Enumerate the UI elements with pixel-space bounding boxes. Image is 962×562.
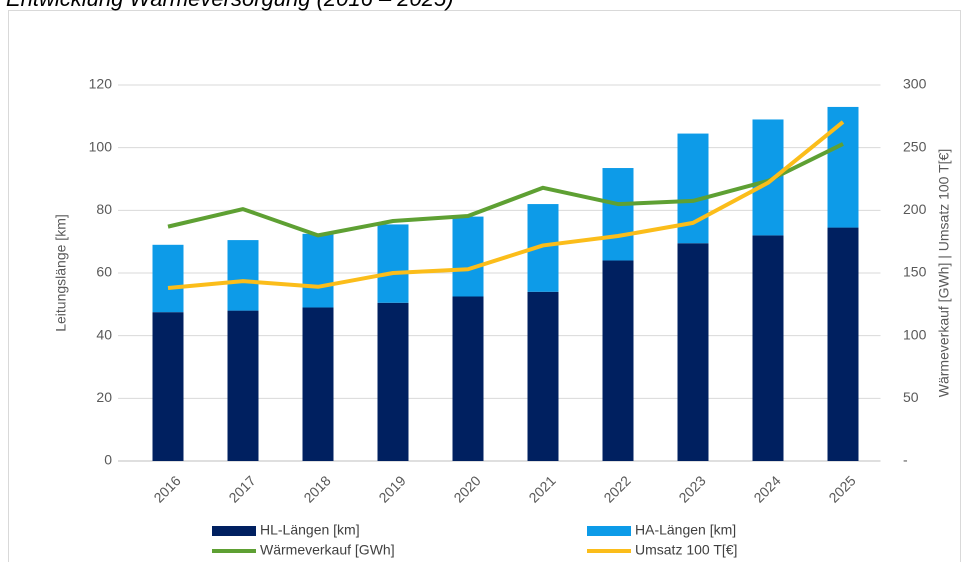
bar bbox=[302, 307, 334, 461]
x-tick-label: 2016 bbox=[150, 472, 183, 505]
y2-tick-label: 100 bbox=[903, 326, 927, 342]
y2-tick-label: 50 bbox=[903, 389, 919, 405]
x-tick-label: 2021 bbox=[525, 472, 558, 505]
bar bbox=[377, 302, 409, 461]
x-tick-label: 2022 bbox=[600, 472, 633, 505]
x-tick-label: 2020 bbox=[450, 472, 483, 505]
bar bbox=[677, 243, 709, 461]
bar bbox=[452, 296, 484, 461]
bar bbox=[152, 312, 184, 461]
chart-title: Entwicklung Wärmeversorgung (2016 – 2025… bbox=[6, 0, 454, 11]
y2-tick-label: 200 bbox=[903, 201, 927, 217]
bar bbox=[527, 291, 559, 461]
x-tick-label: 2025 bbox=[825, 472, 858, 505]
y2-axis-label: Wärmeverkauf [GWh] | Umsatz 100 T[€] bbox=[936, 149, 952, 397]
x-tick-label: 2018 bbox=[300, 472, 333, 505]
y-tick-label: 0 bbox=[104, 452, 112, 468]
x-tick-label: 2024 bbox=[750, 472, 783, 505]
legend-swatch bbox=[212, 526, 256, 536]
line-series bbox=[167, 142, 844, 238]
y2-tick-label: 150 bbox=[903, 264, 927, 280]
y-tick-label: 100 bbox=[89, 138, 113, 154]
bar bbox=[827, 106, 859, 228]
x-tick-label: 2023 bbox=[675, 472, 708, 505]
x-tick-label: 2019 bbox=[375, 472, 408, 505]
line-series bbox=[167, 120, 845, 291]
bar bbox=[827, 227, 859, 461]
bar bbox=[302, 233, 334, 308]
legend-label: Wärmeverkauf [GWh] bbox=[260, 542, 395, 558]
y-tick-label: 40 bbox=[96, 326, 112, 342]
y-tick-label: 80 bbox=[96, 201, 112, 217]
legend-label: HA-Längen [km] bbox=[635, 522, 736, 538]
y2-tick-label: - bbox=[903, 452, 908, 468]
y-axis-label: Leitungslänge [km] bbox=[53, 214, 69, 332]
bar bbox=[602, 260, 634, 461]
legend-label: HL-Längen [km] bbox=[260, 522, 360, 538]
bar bbox=[752, 235, 784, 461]
bar bbox=[452, 216, 484, 297]
legend-swatch bbox=[587, 526, 631, 536]
y-tick-label: 120 bbox=[89, 76, 113, 92]
legend-label: Umsatz 100 T[€] bbox=[635, 542, 737, 558]
bar bbox=[227, 310, 259, 461]
y2-tick-label: 300 bbox=[903, 76, 927, 92]
y-tick-label: 20 bbox=[96, 389, 112, 405]
y2-tick-label: 250 bbox=[903, 138, 927, 154]
bar bbox=[377, 224, 409, 303]
bar bbox=[227, 240, 259, 311]
bar bbox=[602, 168, 634, 261]
bar bbox=[152, 244, 184, 313]
y-tick-label: 60 bbox=[96, 264, 112, 280]
x-tick-label: 2017 bbox=[225, 472, 258, 505]
chart-frame bbox=[8, 10, 961, 562]
